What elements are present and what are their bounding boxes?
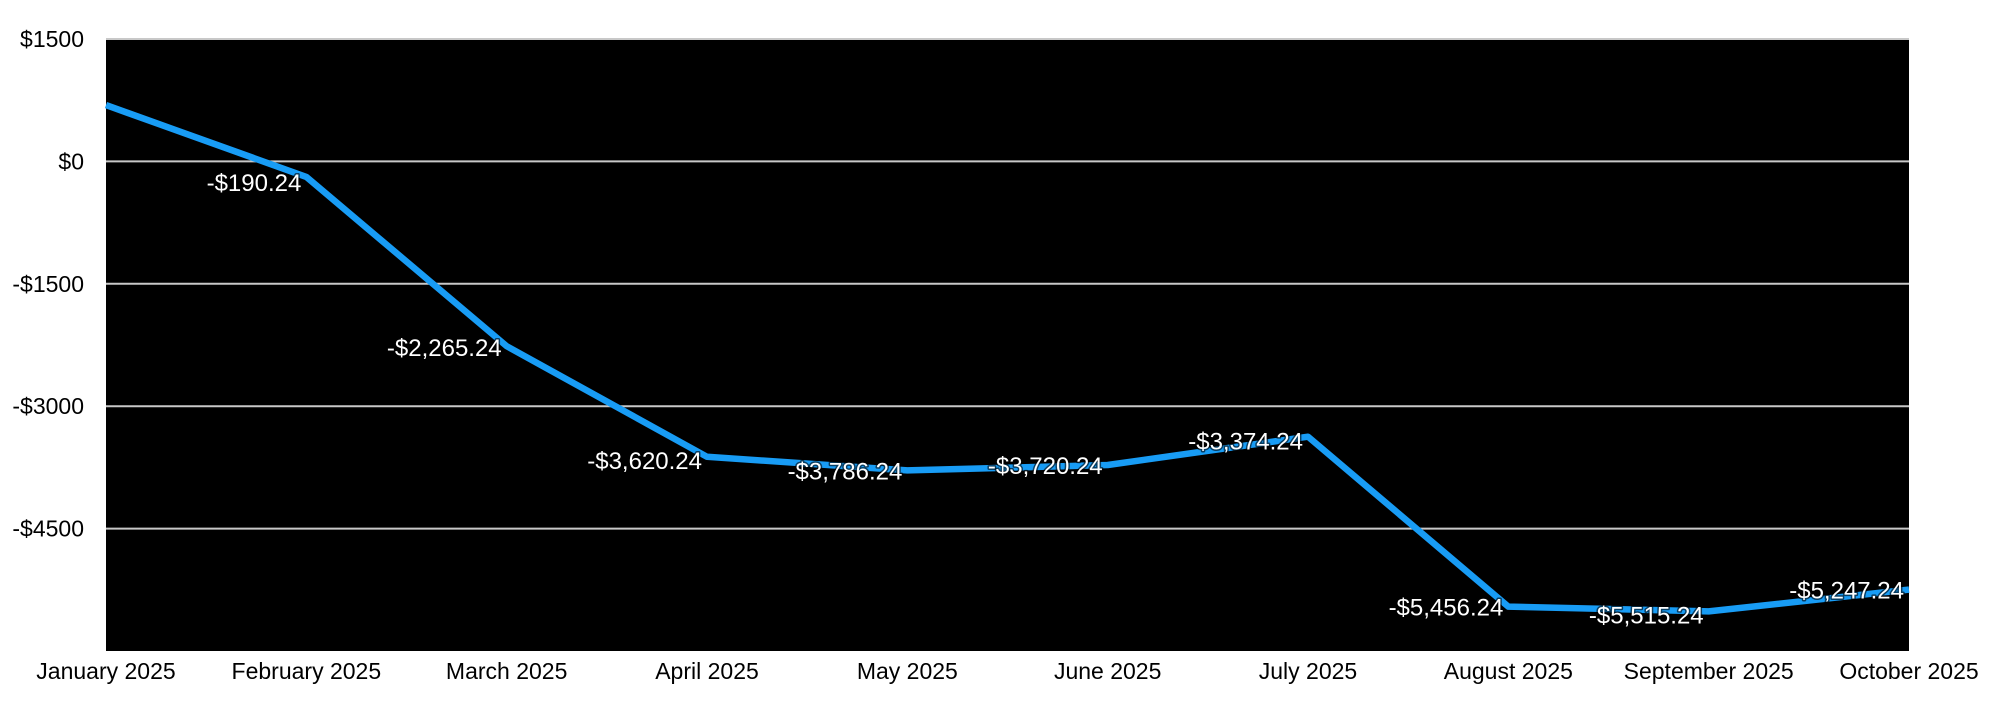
- data-point-label: -$2,265.24: [387, 335, 502, 362]
- x-axis-label: February 2025: [232, 658, 382, 684]
- y-tick-label: $1500: [20, 26, 84, 52]
- x-axis-label: April 2025: [655, 658, 759, 684]
- x-axis-label: January 2025: [36, 658, 175, 684]
- data-point-label: -$3,786.24: [788, 458, 903, 485]
- data-point-label: -$3,374.24: [1188, 429, 1303, 456]
- data-point-label: -$3,720.24: [988, 453, 1103, 480]
- x-axis-label: September 2025: [1624, 658, 1794, 684]
- y-tick-label: -$4500: [12, 516, 84, 542]
- data-point-label: -$190.24: [207, 170, 302, 197]
- data-point-label: -$5,456.24: [1389, 595, 1504, 622]
- x-axis-label: March 2025: [446, 658, 567, 684]
- y-tick-label: $0: [58, 148, 84, 174]
- data-point-label: -$3,620.24: [587, 448, 702, 475]
- plot-area: [106, 39, 1909, 651]
- x-axis-label: July 2025: [1259, 658, 1357, 684]
- y-tick-label: -$1500: [12, 271, 84, 297]
- x-axis-label: August 2025: [1444, 658, 1573, 684]
- balance-line: [104, 102, 1910, 615]
- data-point-label: -$5,247.24: [1789, 578, 1904, 605]
- x-axis-label: May 2025: [857, 658, 958, 684]
- x-axis-label: June 2025: [1054, 658, 1161, 684]
- data-point-label: -$5,515.24: [1589, 602, 1704, 629]
- x-axis-label: October 2025: [1839, 658, 1978, 684]
- y-tick-label: -$3000: [12, 393, 84, 419]
